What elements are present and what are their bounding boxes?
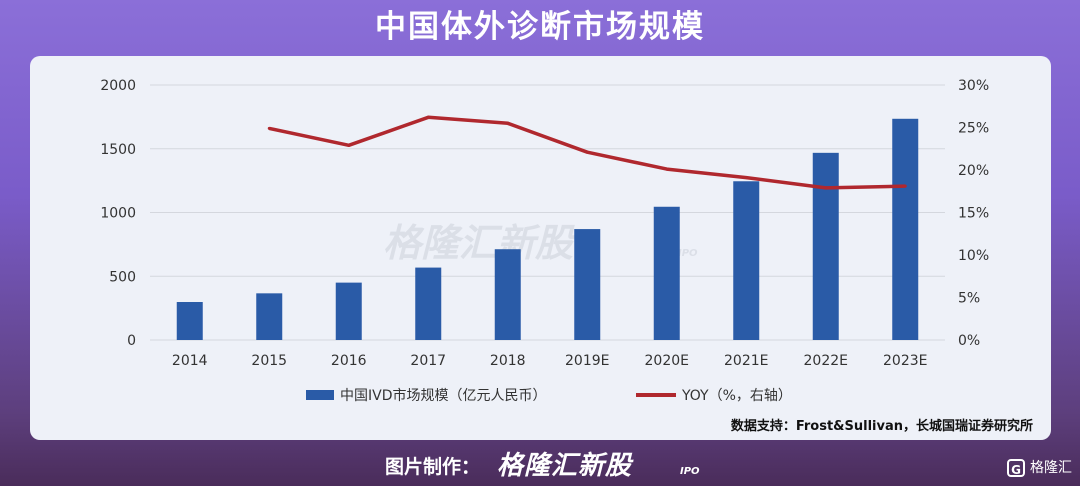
bar-2017 xyxy=(415,267,442,340)
chart-card: 格隆汇新股 IPO 0 500 1000 1500 2000 0% 5% 10% 15% 20%… xyxy=(30,56,1051,440)
bar-2023E xyxy=(892,118,919,340)
yoy-point-2019E xyxy=(585,150,589,154)
footer-logo-text: 格隆汇 xyxy=(1030,460,1072,476)
bar-2015 xyxy=(256,293,283,340)
y-right-tick-label: 15% xyxy=(958,206,989,222)
y-right-tick-label: 10% xyxy=(958,248,989,264)
page-title: 中国体外诊断市场规模 xyxy=(375,9,705,45)
x-tick-label: 2021E xyxy=(724,353,768,369)
x-tick-label: 2019E xyxy=(565,353,609,369)
yoy-point-2018 xyxy=(506,121,510,125)
bar-2020E xyxy=(653,206,680,340)
footer-brand: 格隆汇新股 xyxy=(497,451,633,481)
y-left-tick-label: 1500 xyxy=(100,142,136,158)
y-right-tick-label: 25% xyxy=(958,121,989,137)
legend-swatch-bar xyxy=(306,390,334,400)
combo-chart: 格隆汇新股 IPO 0 500 1000 1500 2000 0% 5% 10% 15% 20%… xyxy=(100,78,1033,434)
y-left-tick-label: 2000 xyxy=(100,78,136,94)
legend-label-line: YOY（%，右轴） xyxy=(681,388,792,404)
yoy-point-2022E xyxy=(824,186,828,190)
watermark-text: 格隆汇新股 xyxy=(383,221,577,265)
footer-ipo-tag: IPO xyxy=(680,466,700,477)
y-right-tick-label: 30% xyxy=(958,78,989,94)
x-tick-label: 2022E xyxy=(804,353,848,369)
x-tick-label: 2023E xyxy=(883,353,927,369)
x-tick-label: 2015 xyxy=(251,353,287,369)
bar-2019E xyxy=(574,229,601,340)
y-left-tick-label: 0 xyxy=(127,333,136,349)
bar-2022E xyxy=(812,152,839,340)
yoy-point-2015 xyxy=(267,126,271,130)
yoy-point-2016 xyxy=(347,143,351,147)
watermark-tag: IPO xyxy=(678,248,698,259)
x-tick-label: 2020E xyxy=(645,353,689,369)
x-tick-label: 2016 xyxy=(331,353,367,369)
x-tick-label: 2018 xyxy=(490,353,526,369)
yoy-point-2020E xyxy=(665,167,669,171)
g-logo-icon: G xyxy=(1007,459,1025,477)
y-right-tick-label: 0% xyxy=(958,333,980,349)
y-left-tick-label: 500 xyxy=(109,269,136,285)
yoy-point-2023E xyxy=(903,184,907,188)
x-tick-label: 2014 xyxy=(172,353,208,369)
bar-2014 xyxy=(176,302,203,340)
y-right-tick-label: 5% xyxy=(958,291,980,307)
yoy-point-2021E xyxy=(744,176,748,180)
y-left-tick-label: 1000 xyxy=(100,206,136,222)
x-tick-label: 2017 xyxy=(410,353,446,369)
source-note: 数据支持：Frost&Sullivan，长城国瑞证券研究所 xyxy=(731,418,1033,434)
footer-made-by: 图片制作： xyxy=(385,456,481,478)
bar-2021E xyxy=(733,181,760,340)
bar-2016 xyxy=(335,282,362,340)
yoy-point-2017 xyxy=(426,115,430,119)
bar-2018 xyxy=(494,249,521,340)
legend-label-bar: 中国IVD市场规模（亿元人民币） xyxy=(340,387,547,404)
y-right-tick-label: 20% xyxy=(958,163,989,179)
footer-logo[interactable]: G 格隆汇 xyxy=(1007,456,1072,480)
